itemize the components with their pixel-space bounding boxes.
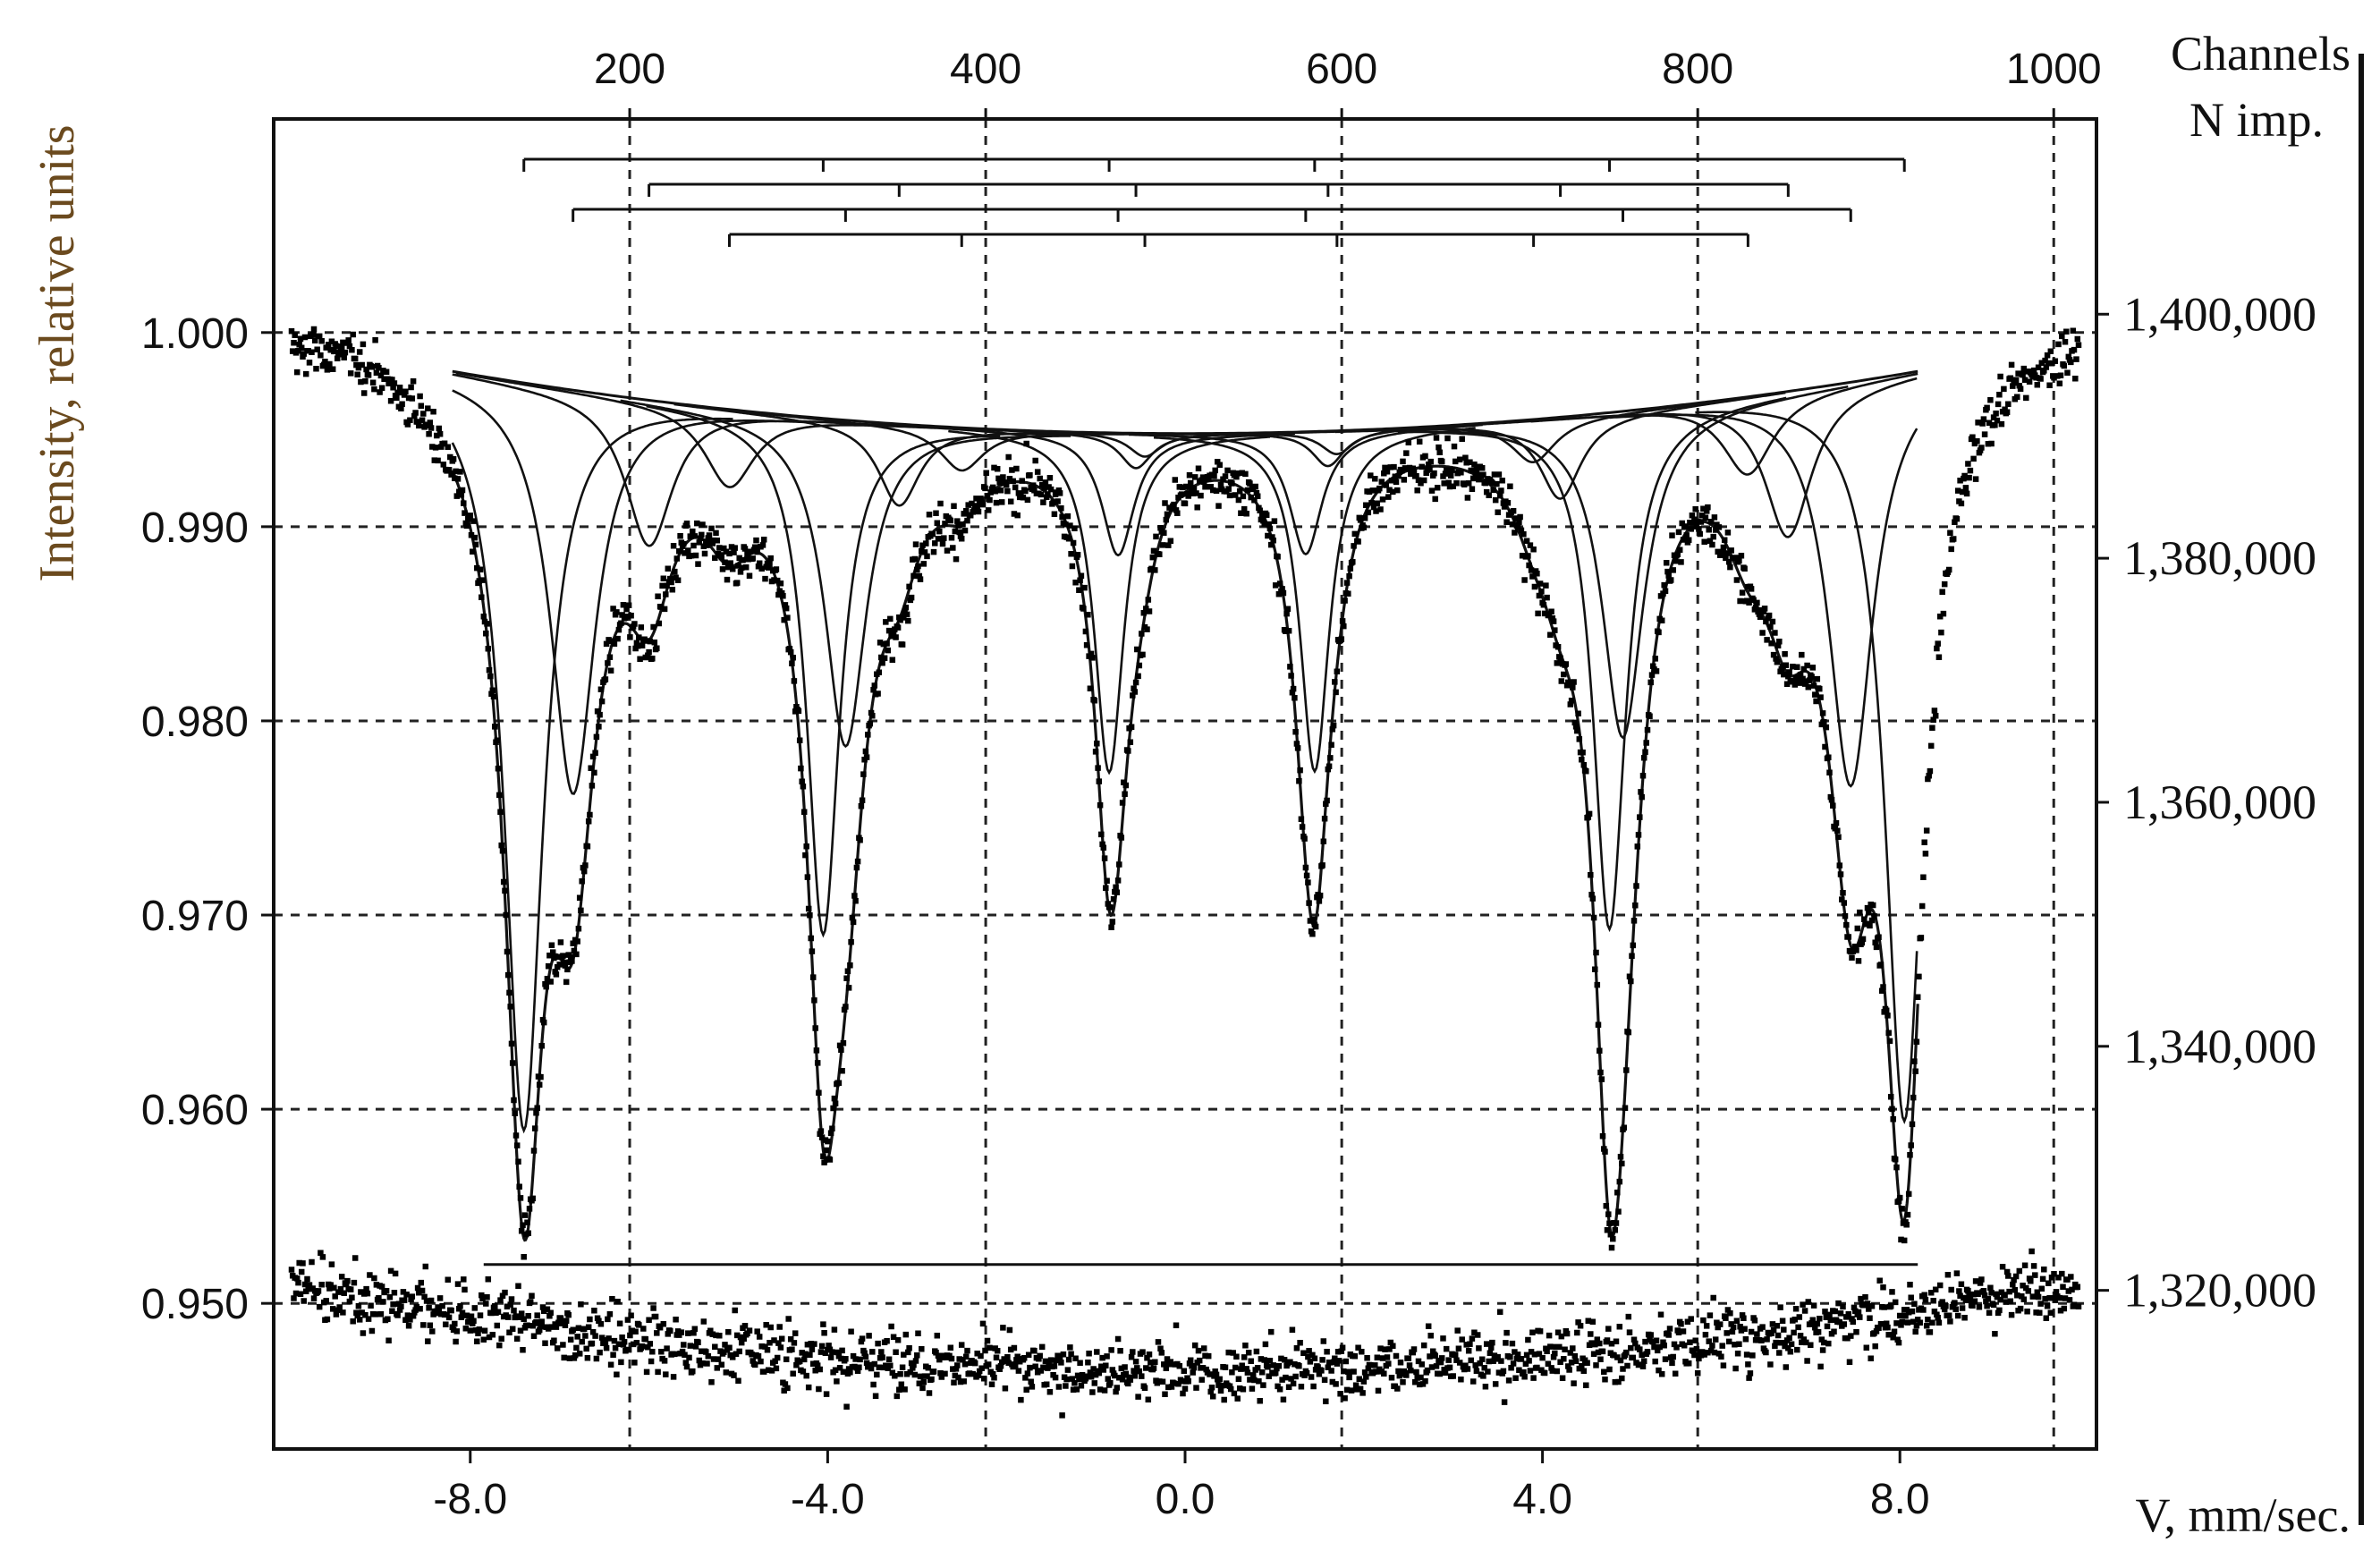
x-tick-label: 8.0 (1870, 1476, 1930, 1523)
x-tick-label: -4.0 (791, 1476, 865, 1523)
stick-diagrams (522, 157, 1906, 247)
axis-labels: V, mm/sec. Channels N imp. Intensity, re… (30, 27, 2350, 1542)
component-line (620, 399, 1071, 749)
component-line (720, 408, 1203, 472)
channel-tick-label: 600 (1306, 46, 1377, 93)
component-line (1334, 391, 1786, 500)
y-tick-label: 0.980 (141, 699, 249, 746)
component-line (646, 404, 1001, 938)
component-line (1153, 427, 1476, 775)
plot-frame (272, 117, 2098, 1451)
residual-data-points (288, 1248, 2082, 1419)
y-axis-title: Intensity, relative units (30, 124, 85, 581)
channels-axis-title: Channels (2171, 27, 2350, 80)
channel-tick-label: 400 (950, 46, 1021, 93)
count-tick-label: 1,320,000 (2123, 1264, 2316, 1318)
component-line (452, 373, 907, 547)
y-tick-label: 0.950 (141, 1281, 249, 1328)
component-line (451, 417, 733, 1134)
x-tick-label: -8.0 (433, 1476, 507, 1523)
experimental-data (288, 326, 2082, 1419)
y-tick-label: 0.970 (141, 893, 249, 940)
component-line (455, 371, 1004, 488)
component-line (941, 427, 1295, 557)
y-tick-label: 0.990 (141, 504, 249, 552)
count-tick-label: 1,380,000 (2123, 531, 2316, 585)
count-tick-label: 1,400,000 (2123, 287, 2316, 341)
y-tick-label: 0.960 (141, 1087, 249, 1134)
component-line (1609, 413, 1918, 788)
component-line (1160, 419, 1514, 456)
x-tick-label: 4.0 (1512, 1476, 1572, 1523)
component-line (1397, 385, 1849, 740)
x-tick-label: 0.0 (1156, 1476, 1215, 1523)
component-line (452, 389, 814, 795)
x-axis-title: V, mm/sec. (2136, 1488, 2351, 1542)
count-tick-label: 1,340,000 (2123, 1020, 2316, 1073)
component-line (1695, 411, 1918, 1124)
y-tick-label: 1.000 (141, 310, 249, 358)
grid-lines (261, 108, 2109, 1463)
component-line (1292, 393, 1775, 463)
spectrum-data-points (288, 326, 2082, 1260)
count-tick-label: 1,360,000 (2123, 775, 2316, 829)
channel-tick-label: 1000 (2006, 46, 2102, 93)
channel-tick-label: 800 (1662, 46, 1733, 93)
component-line (1432, 396, 1787, 933)
counts-axis-title: N imp. (2189, 93, 2324, 147)
channel-tick-label: 200 (594, 46, 665, 93)
component-line (1474, 372, 1918, 476)
